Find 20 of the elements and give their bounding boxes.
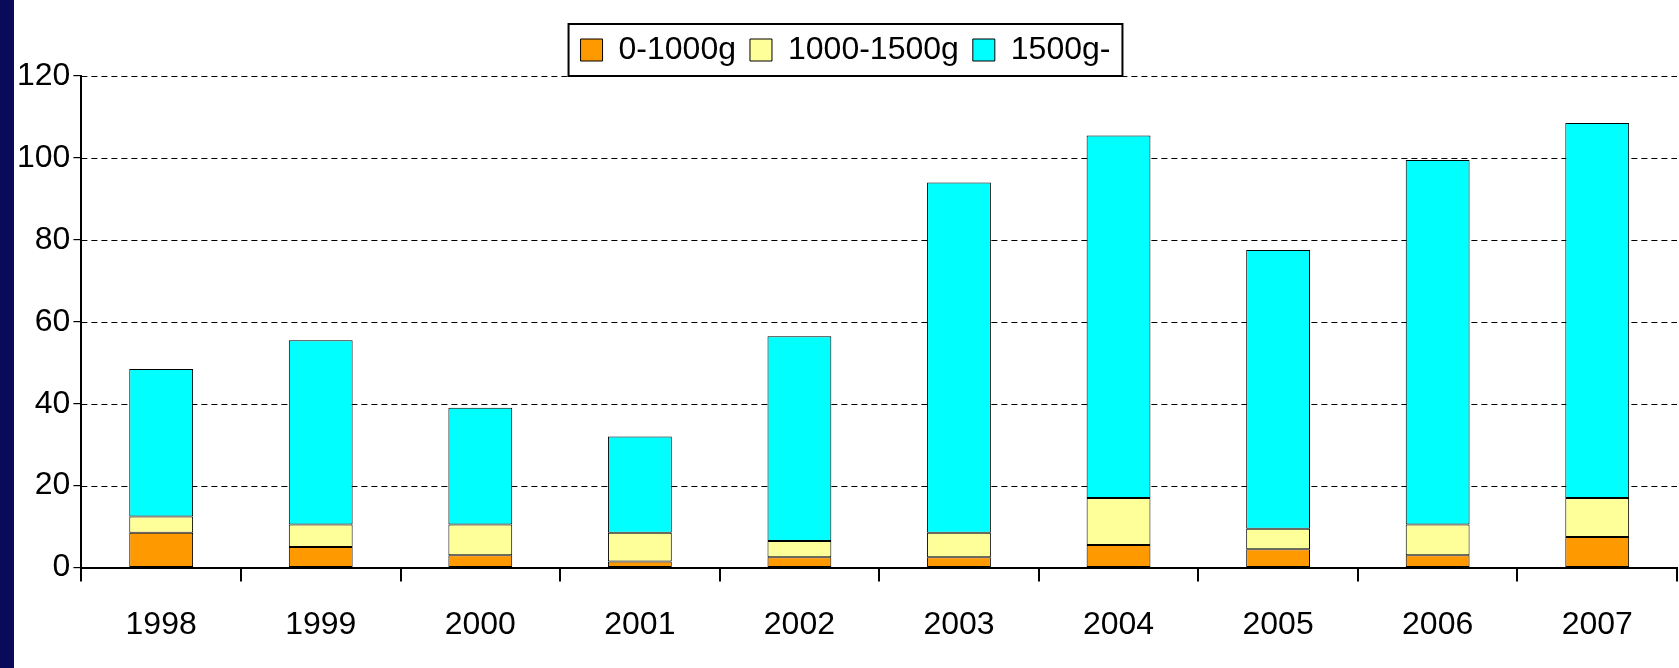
x-tick-label: 2003 (923, 604, 995, 641)
x-tick-label: 1999 (285, 604, 357, 641)
y-tick-label: 60 (34, 301, 71, 338)
x-tick-label: 2004 (1082, 604, 1155, 641)
y-tick-label: 80 (34, 219, 71, 256)
x-tick-label: 2007 (1561, 604, 1633, 641)
legend-label: 1000-1500g (787, 29, 959, 66)
x-tick-label: 2001 (604, 604, 676, 641)
y-tick-label: 0 (52, 547, 71, 584)
y-tick-label: 20 (34, 465, 71, 502)
legend-label: 0-1000g (618, 29, 736, 66)
y-tick-label: 100 (17, 137, 71, 174)
x-tick-label: 2006 (1402, 604, 1474, 641)
y-tick-label: 120 (17, 55, 71, 92)
x-tick-label: 2002 (763, 604, 836, 641)
x-tick-label: 1998 (125, 604, 197, 641)
x-tick-label: 2005 (1242, 604, 1314, 641)
x-tick-label: 2000 (444, 604, 516, 641)
legend-label: 1500g- (1010, 29, 1111, 66)
y-tick-label: 40 (34, 383, 71, 420)
